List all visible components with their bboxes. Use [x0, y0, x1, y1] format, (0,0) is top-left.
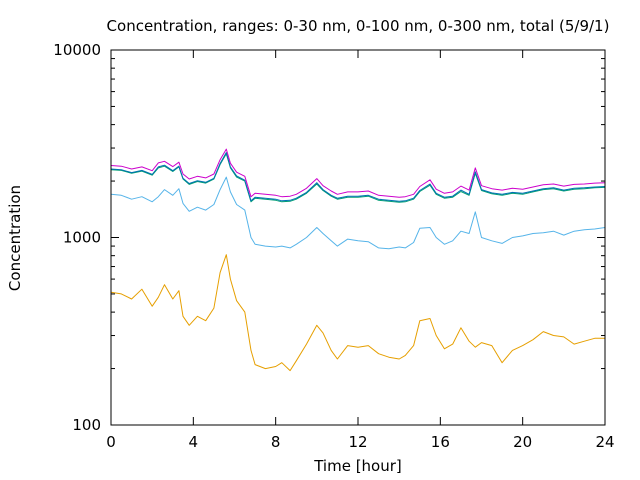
series-line-1 — [110, 254, 605, 372]
y-tick-label: 10000 — [53, 41, 101, 59]
y-tick-label: 1000 — [63, 229, 101, 247]
series-line-5 — [110, 148, 606, 198]
x-tick-label: 12 — [348, 433, 367, 451]
plot-frame — [110, 49, 606, 426]
y-tick-label: 100 — [72, 416, 101, 434]
series-layer — [110, 148, 606, 372]
series-line-4 — [110, 152, 606, 202]
x-tick-label: 0 — [106, 433, 116, 451]
axis-layer: 0 4 8 12 16 20 24 100 1000 10000 — [53, 41, 614, 451]
series-line-3 — [110, 153, 606, 203]
x-tick-label: 16 — [431, 433, 450, 451]
x-axis-label: Time [hour] — [313, 457, 402, 475]
series-line-2 — [110, 176, 606, 250]
x-tick-label: 20 — [513, 433, 532, 451]
x-tick-label: 8 — [271, 433, 281, 451]
y-axis-label: Concentration — [6, 185, 24, 291]
x-tick-label: 4 — [189, 433, 199, 451]
x-tick-label: 24 — [595, 433, 614, 451]
chart-title: Concentration, ranges: 0-30 nm, 0-100 nm… — [107, 17, 610, 35]
